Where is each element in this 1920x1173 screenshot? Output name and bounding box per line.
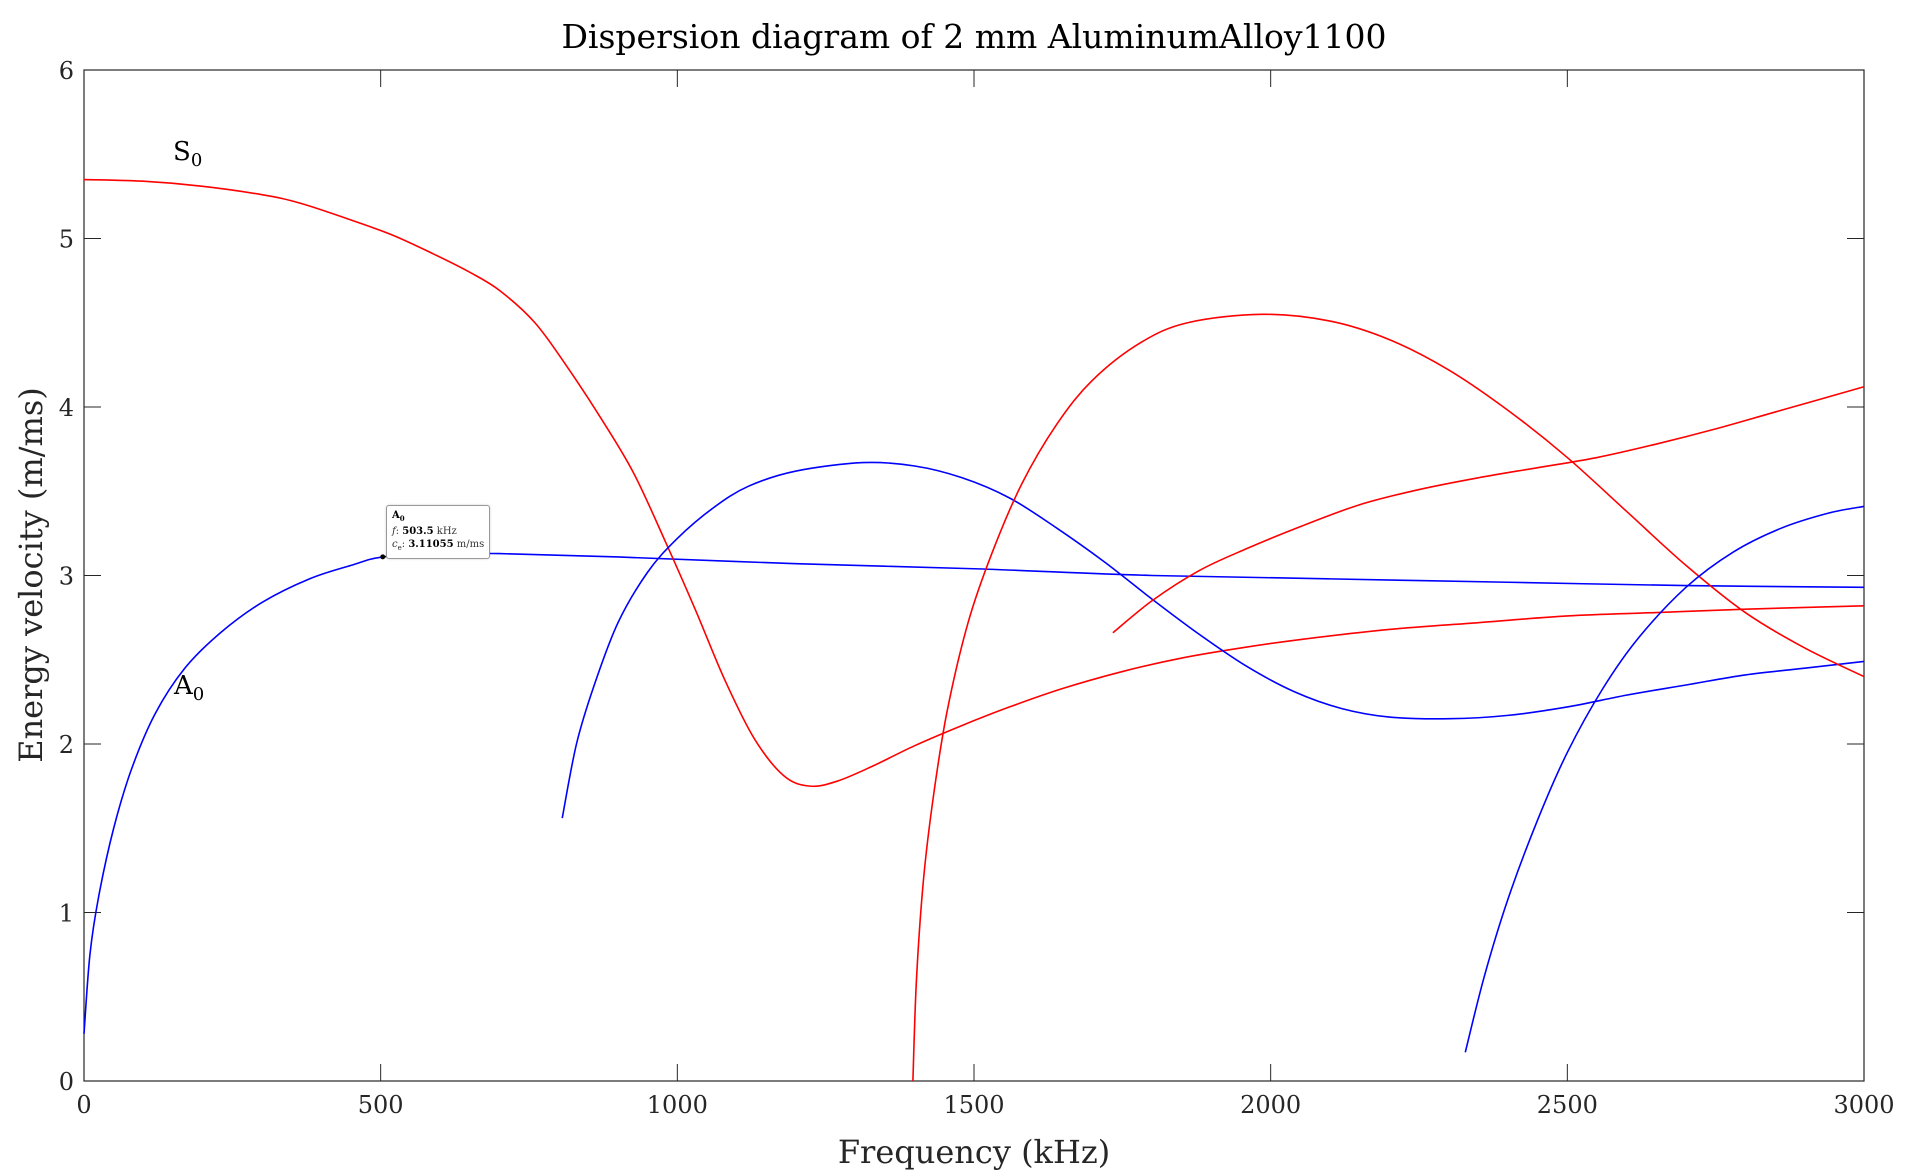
datatip-frequency: f: 503.5 kHz [392, 526, 457, 537]
datatip-energy-velocity: ce: 3.11055 m/ms [392, 539, 485, 552]
y-tick-label: 5 [59, 226, 74, 254]
chart-title: Dispersion diagram of 2 mm AluminumAlloy… [561, 17, 1386, 56]
y-tick-label: 6 [59, 57, 74, 85]
plot-area [83, 69, 1865, 1082]
axis-ticks: 0 500 1000 1500 2000 2500 3000 0 1 2 3 4 5 6 [59, 57, 1895, 1119]
curve-s1[interactable] [912, 313, 1865, 1082]
x-tick-label: 3000 [1833, 1091, 1894, 1119]
label-s0: S0 [173, 137, 202, 171]
curve-a2[interactable] [1464, 505, 1865, 1053]
x-axis-label: Frequency (kHz) [838, 1133, 1110, 1171]
y-tick-label: 2 [59, 731, 74, 759]
x-tick-label: 0 [76, 1091, 91, 1119]
curve-s0[interactable] [83, 178, 1865, 788]
x-tick-label: 2000 [1240, 1091, 1301, 1119]
y-tick-label: 3 [59, 563, 74, 591]
x-tick-label: 1000 [647, 1091, 708, 1119]
x-tick-label: 500 [358, 1091, 404, 1119]
datatip[interactable]: A0 f: 503.5 kHz ce: 3.11055 m/ms [386, 505, 491, 559]
curve-s2[interactable] [1112, 386, 1865, 634]
x-tick-label: 2500 [1537, 1091, 1598, 1119]
y-tick-label: 4 [59, 394, 74, 422]
curve-a1[interactable] [561, 461, 1865, 819]
label-a0: A0 [173, 671, 204, 705]
datatip-marker[interactable] [380, 554, 386, 560]
y-axis-label: Energy velocity (m/ms) [12, 387, 50, 763]
y-tick-label: 0 [59, 1068, 74, 1096]
datatip-mode: A0 [392, 510, 405, 523]
x-tick-label: 1500 [943, 1091, 1004, 1119]
y-tick-label: 1 [59, 900, 74, 928]
